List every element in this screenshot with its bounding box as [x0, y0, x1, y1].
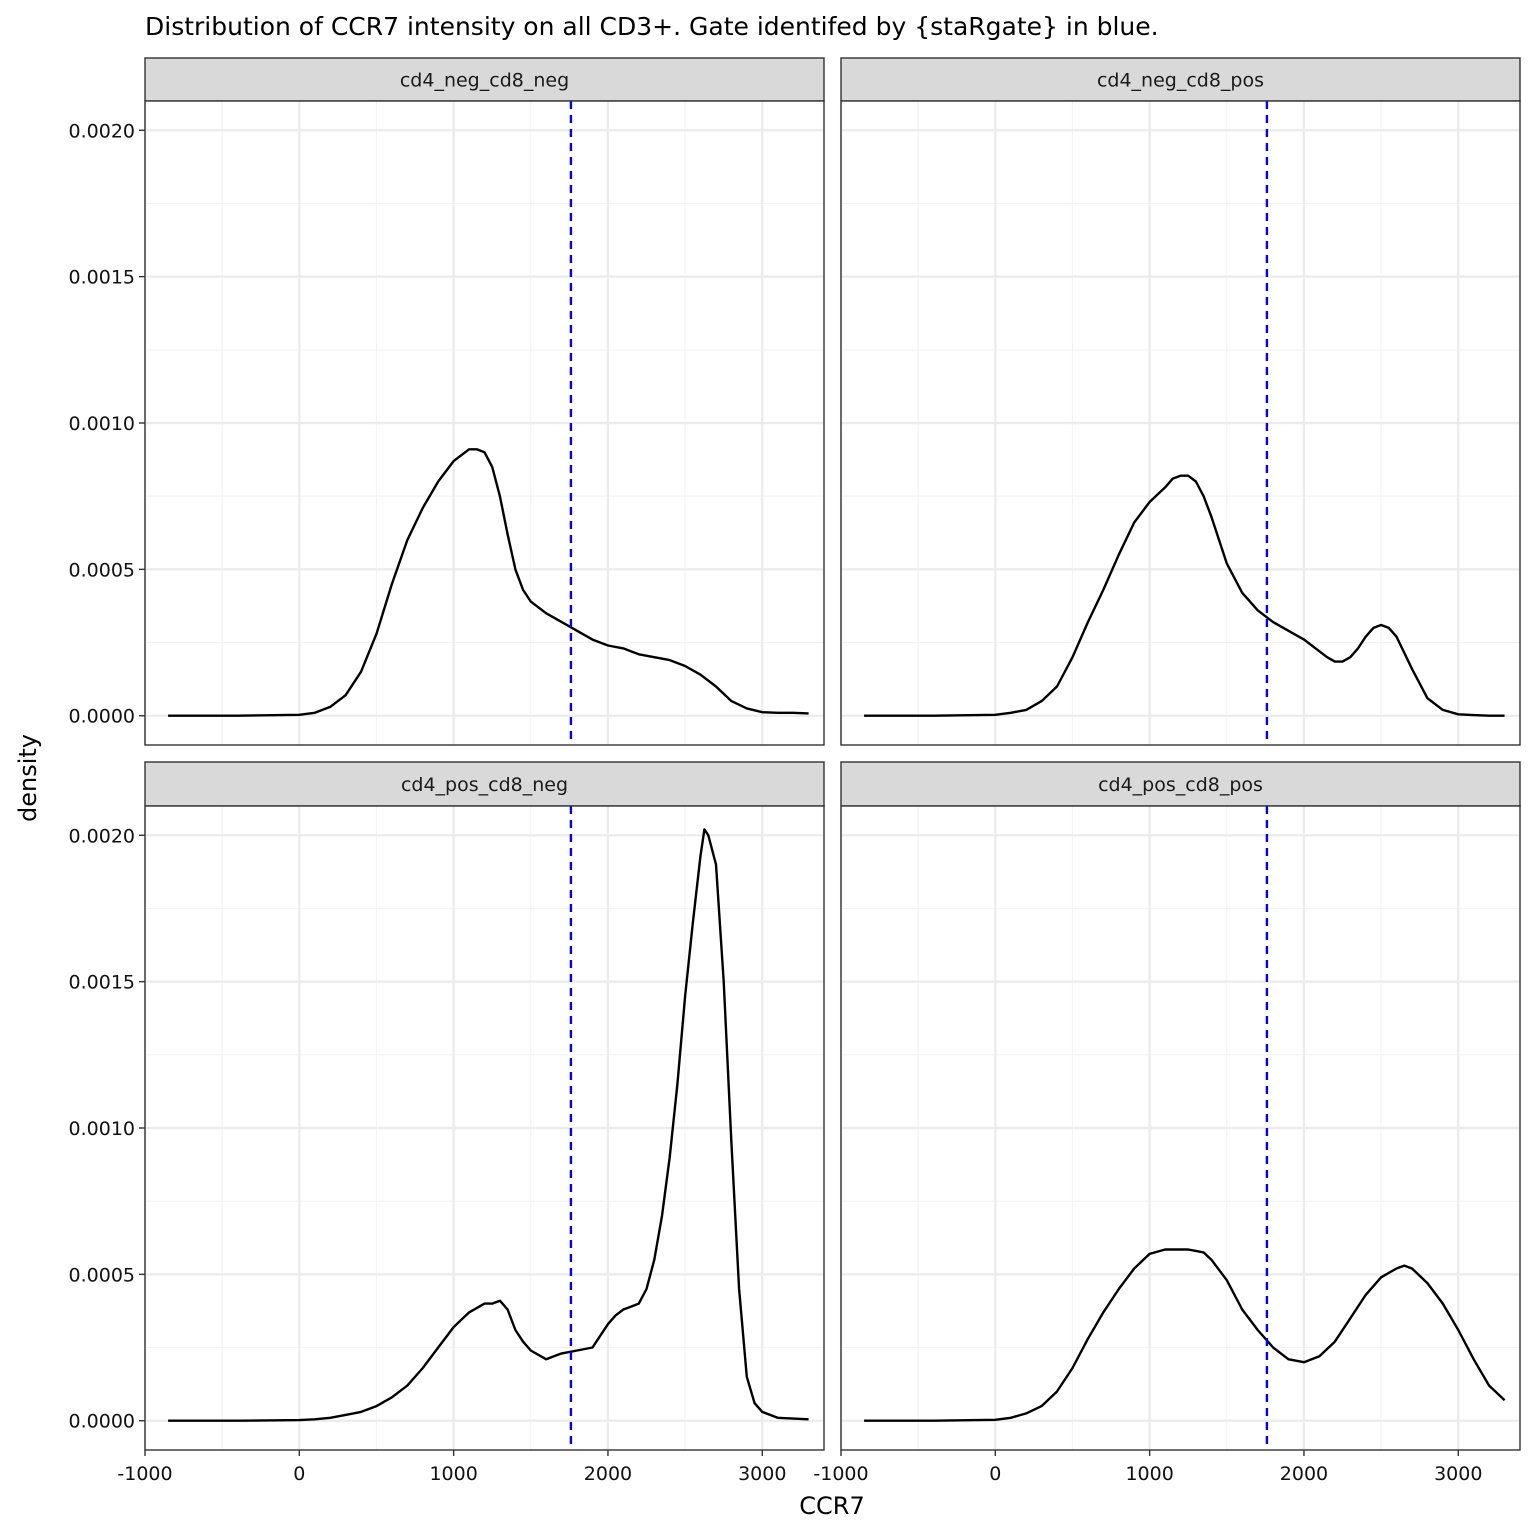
- y-tick-label: 0.0020: [69, 120, 135, 142]
- facet-strip-label: cd4_pos_cd8_pos: [1098, 774, 1263, 796]
- y-tick-label: 0.0005: [69, 559, 135, 581]
- x-tick-label: 0: [293, 1463, 305, 1485]
- y-tick-label: 0.0015: [69, 972, 135, 994]
- panel-border: [840, 805, 1521, 1451]
- chart-title: Distribution of CCR7 intensity on all CD…: [145, 12, 1159, 41]
- facet-strip-label: cd4_pos_cd8_neg: [401, 774, 568, 796]
- facet-strip-label: cd4_neg_cd8_neg: [400, 70, 569, 92]
- x-tick-label: 2000: [584, 1463, 632, 1485]
- facet-panel-cd4_neg_cd8_pos: cd4_neg_cd8_pos: [839, 57, 1521, 746]
- density-curve-cd4_pos_cd8_pos: [864, 1248, 1506, 1422]
- y-tick-label: 0.0015: [69, 267, 135, 289]
- y-tick-label: 0.0020: [69, 825, 135, 847]
- panel-border: [840, 100, 1521, 746]
- facet-strip: [840, 57, 1521, 102]
- x-tick-label: 3000: [1434, 1463, 1482, 1485]
- y-tick-label: 0.0000: [69, 706, 135, 728]
- density-curve-cd4_pos_cd8_neg: [168, 828, 809, 1422]
- y-tick-label: 0.0000: [69, 1411, 135, 1433]
- x-tick-label: 0: [989, 1463, 1001, 1485]
- x-tick-label: 3000: [738, 1463, 786, 1485]
- x-tick-label: 1000: [429, 1463, 477, 1485]
- x-tick-label: -1000: [813, 1463, 868, 1485]
- facet-strip: [840, 761, 1521, 807]
- y-tick-label: 0.0010: [69, 413, 135, 435]
- density-curve-cd4_neg_cd8_pos: [864, 474, 1505, 717]
- facet-panel-cd4_neg_cd8_neg: cd4_neg_cd8_neg 0.0000 0.0005 0.0010 0.0015 0…: [69, 57, 825, 746]
- x-tick-label: -1000: [117, 1463, 172, 1485]
- y-tick-label: 0.0010: [69, 1118, 135, 1140]
- facet-strip: [144, 57, 825, 102]
- facet-panel-cd4_pos_cd8_pos: cd4_pos_cd8_pos -1000 0 1000 2000 3000: [813, 761, 1521, 1485]
- density-curve-cd4_neg_cd8_neg: [168, 448, 809, 717]
- facet-grid: cd4_neg_cd8_neg 0.0000 0.0005 0.0010 0.0015 0…: [69, 57, 1521, 1485]
- facet-strip: [144, 761, 825, 807]
- facet-panel-cd4_pos_cd8_neg: cd4_pos_cd8_neg 0.0000 0.0005 0.0010 0.0015 0…: [69, 761, 825, 1485]
- x-tick-label: 1000: [1125, 1463, 1173, 1485]
- facet-strip-label: cd4_neg_cd8_pos: [1097, 70, 1264, 92]
- x-tick-label: 2000: [1280, 1463, 1328, 1485]
- y-tick-label: 0.0005: [69, 1264, 135, 1286]
- y-axis-title: density: [14, 734, 42, 822]
- x-axis-title: CCR7: [799, 1492, 864, 1520]
